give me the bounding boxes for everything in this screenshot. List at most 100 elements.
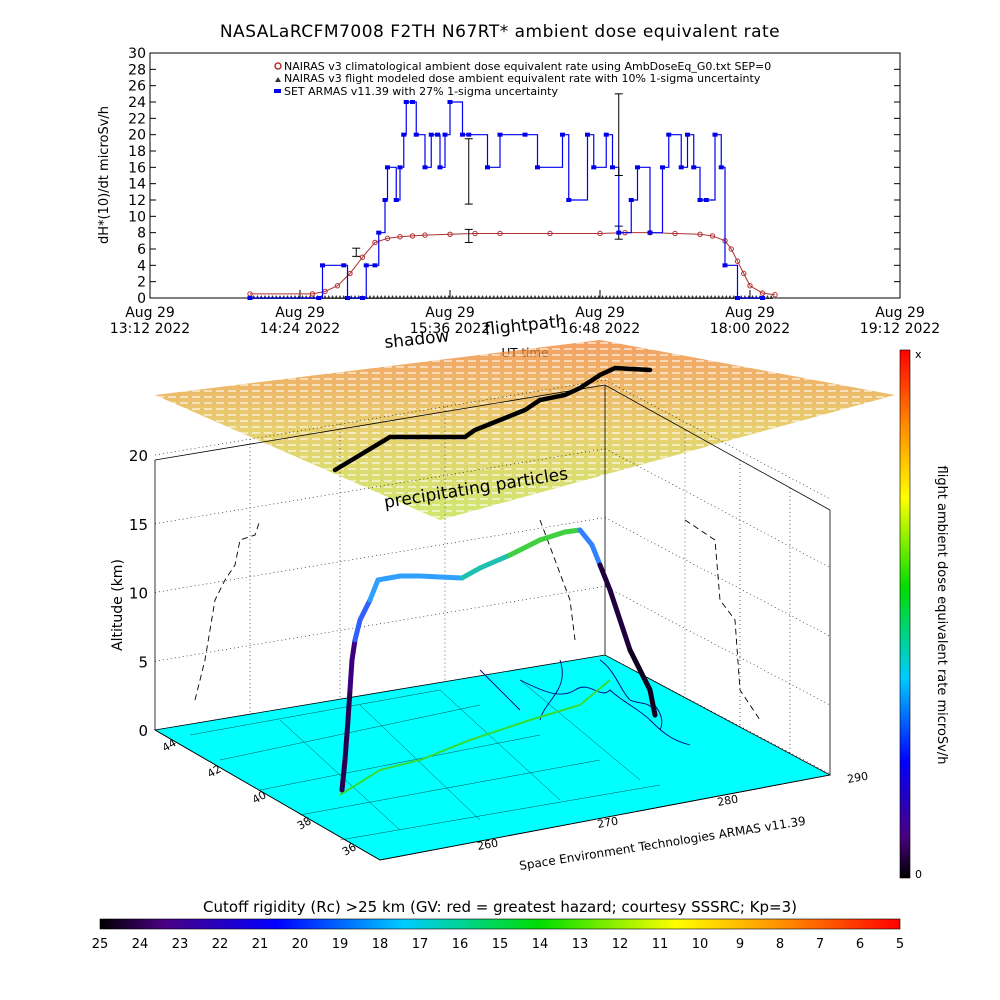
point-nairas-flight [683, 295, 687, 299]
point-nairas-flight [401, 295, 406, 299]
point-nairas-flight [593, 295, 597, 299]
point-nairas-flight [499, 295, 504, 299]
point-armas [435, 132, 440, 137]
point-armas [522, 132, 528, 137]
point-nairas-flight [555, 295, 560, 299]
point-nairas-flight [679, 295, 684, 299]
track-segment-0 [339, 687, 353, 793]
point-armas [497, 132, 503, 137]
y-tick-label: 4 [137, 258, 146, 274]
point-armas [341, 263, 347, 268]
point-nairas-flight [514, 295, 519, 299]
wall-grid-line-right [604, 379, 831, 500]
point-armas [610, 165, 615, 170]
track-segment-4 [459, 552, 513, 581]
point-nairas-flight [694, 295, 699, 299]
point-nairas-flight [585, 295, 590, 299]
point-nairas-flight [435, 295, 440, 299]
point-nairas-flight [641, 295, 646, 299]
rigidity-tick-label: 13 [572, 937, 589, 952]
point-nairas-flight [326, 295, 331, 299]
point-nairas-flight [630, 295, 635, 299]
point-nairas-clim [547, 230, 553, 237]
track-segment-8 [627, 647, 658, 718]
point-nairas-clim [672, 230, 678, 237]
point-nairas-flight [529, 295, 534, 299]
y-tick-label: 16 [128, 160, 146, 176]
altitude-tick-label: 5 [138, 653, 148, 671]
latitude-axis: 44 42 40 38 36 [160, 736, 359, 858]
point-nairas-flight [431, 295, 436, 299]
rigidity-colorbar-fill [99, 918, 901, 930]
point-nairas-flight [383, 295, 387, 299]
wall-grid-line-right [604, 517, 831, 637]
point-nairas-flight [563, 295, 567, 299]
altitude-tick-label: 20 [129, 447, 148, 465]
point-nairas-flight [705, 295, 710, 299]
rigidity-tick-label: 14 [532, 937, 549, 952]
point-nairas-flight [461, 295, 466, 299]
point-nairas-flight [716, 295, 721, 299]
point-nairas-flight [525, 295, 530, 299]
wall-projection-left [194, 519, 261, 701]
point-nairas-flight [724, 295, 729, 299]
point-nairas-flight [765, 295, 770, 299]
point-nairas-flight [634, 295, 639, 299]
point-nairas-flight [390, 295, 395, 299]
rigidity-tick-label: 12 [612, 937, 629, 952]
point-nairas-flight [473, 295, 477, 299]
point-armas [316, 296, 322, 300]
x-tick-label-time: 13:12 2022 [110, 321, 190, 337]
flight-shadow-on-map [339, 679, 611, 796]
point-nairas-clim [759, 290, 766, 296]
point-armas [703, 198, 709, 202]
point-nairas-flight [544, 295, 549, 299]
point-nairas-clim [772, 292, 778, 298]
point-armas [712, 132, 718, 137]
point-nairas-flight [660, 295, 665, 299]
y-tick-label: 12 [128, 193, 146, 209]
point-nairas-clim [747, 283, 753, 289]
point-nairas-flight [645, 295, 650, 299]
y-tick-label: 20 [128, 128, 146, 144]
point-nairas-clim [472, 230, 478, 237]
dose-colorbar: x 0 flight ambient dose equivalent rate … [899, 348, 949, 881]
rigidity-tick-label: 5 [896, 937, 904, 952]
point-nairas-flight [570, 295, 575, 299]
x-tick-label-date: Aug 29 [575, 305, 625, 321]
altitude-axis-label: Altitude (km) [110, 559, 126, 651]
altitude-tick-label: 0 [138, 722, 148, 740]
point-armas [320, 263, 325, 268]
point-armas [447, 100, 453, 104]
point-nairas-flight [600, 295, 605, 299]
rigidity-tick-label: 24 [132, 937, 149, 952]
point-nairas-flight [608, 295, 612, 299]
wall-grid-line-left [154, 517, 606, 593]
y-tick-label: 6 [137, 242, 146, 258]
point-nairas-clim [734, 258, 741, 264]
point-armas [560, 132, 565, 137]
series-line-0 [250, 232, 776, 296]
point-armas [422, 165, 428, 170]
rigidity-tick-label: 25 [92, 937, 109, 952]
rigidity-tick-label: 23 [172, 937, 189, 952]
point-armas [413, 132, 419, 137]
point-nairas-flight [409, 295, 414, 299]
point-nairas-flight [465, 295, 470, 299]
wall-grid-line-right [604, 448, 831, 568]
point-nairas-flight [728, 295, 732, 299]
point-nairas-clim [334, 283, 341, 289]
point-nairas-flight [548, 295, 552, 299]
rigidity-tick-label: 21 [252, 937, 269, 952]
point-armas [585, 132, 590, 137]
point-nairas-flight [671, 295, 676, 299]
point-nairas-flight [439, 295, 444, 299]
wall-projection-right [684, 519, 761, 721]
wall-grid [154, 379, 831, 775]
latitude-tick-label: 36 [340, 840, 359, 858]
point-nairas-flight [540, 295, 545, 299]
point-nairas-flight [416, 295, 421, 299]
legend-marker-armas [274, 89, 281, 93]
point-nairas-clim [709, 233, 716, 239]
